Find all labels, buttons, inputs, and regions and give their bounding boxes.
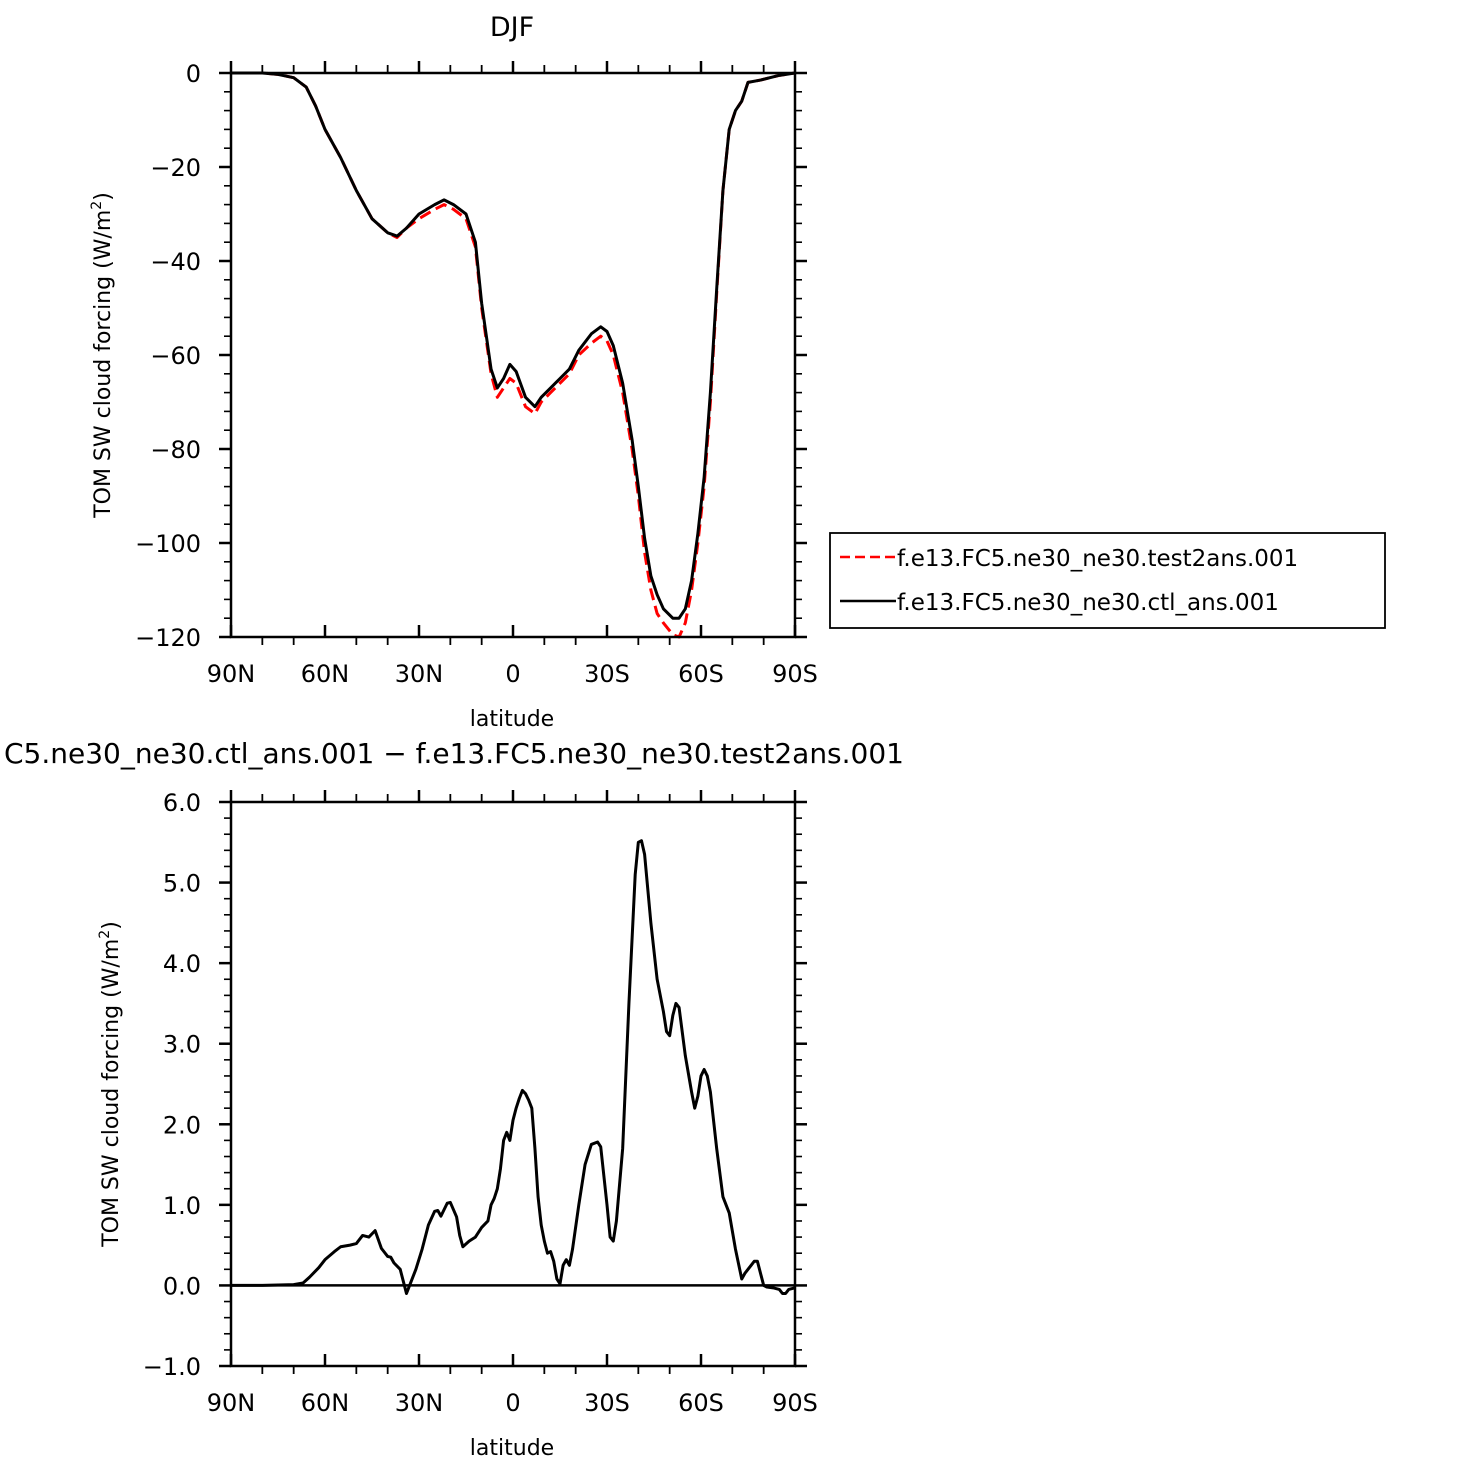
x-tick-label: 60N [301,1389,350,1417]
y-tick-label: 0 [186,60,201,88]
top-panel-x-axis-label: latitude [470,707,554,732]
bottom-panel: C5.ne30_ne30.ctl_ans.001 − f.e13.FC5.ne3… [4,737,904,1461]
top-panel-legend: f.e13.FC5.ne30_ne30.test2ans.001 f.e13.F… [829,532,1386,629]
top-panel-y-axis-label: TOM SW cloud forcing (W/m2) [89,192,116,519]
series-line-ctl [231,71,796,620]
y-tick-label: −100 [135,530,201,558]
y-tick-label: 1.0 [163,1192,201,1220]
y-tick-label: −1.0 [143,1353,201,1381]
x-tick-label: 30N [395,660,444,688]
y-tick-label: −20 [150,154,201,182]
y-tick-label: −60 [150,342,201,370]
x-tick-label: 0 [505,1389,520,1417]
x-tick-label: 30S [584,660,630,688]
top-panel-frame [229,71,797,639]
y-tick-label: −120 [135,624,201,652]
x-tick-label: 30N [395,1389,444,1417]
x-tick-label: 90S [772,660,818,688]
bottom-panel-axes: 90N 60N 30N 0 30S 60S 90S 6.0 5.0 4.0 3.0 2.0 1.0 0.0… [143,789,818,1417]
x-tick-label: 0 [505,660,520,688]
y-tick-label: 4.0 [163,950,201,978]
top-panel: DJF 90N 60N 30N 0 30S 60S 90S 0 −20 −40 −60 −80 −100… [89,12,1386,732]
x-tick-label: 90N [207,1389,256,1417]
bottom-panel-x-axis-label: latitude [470,1436,554,1461]
y-tick-label: −40 [150,248,201,276]
x-tick-label: 30S [584,1389,630,1417]
x-tick-label: 60N [301,660,350,688]
x-tick-label: 90S [772,1389,818,1417]
y-tick-label: −80 [150,436,201,464]
top-panel-data-lines [231,71,796,639]
x-tick-label: 90N [207,660,256,688]
legend-ctl-label: f.e13.FC5.ne30_ne30.ctl_ans.001 [897,590,1279,616]
y-tick-label: 3.0 [163,1031,201,1059]
y-tick-label: 0.0 [163,1272,201,1300]
y-tick-label: 2.0 [163,1111,201,1139]
x-tick-label: 60S [678,1389,724,1417]
bottom-panel-y-axis-label: TOM SW cloud forcing (W/m2) [97,921,124,1248]
bottom-panel-data-lines [231,839,796,1295]
top-panel-axes: 90N 60N 30N 0 30S 60S 90S 0 −20 −40 −60 −80 −100 −120 [135,60,818,688]
bottom-panel-title: C5.ne30_ne30.ctl_ans.001 − f.e13.FC5.ne3… [4,737,904,770]
y-tick-label: 5.0 [163,870,201,898]
y-tick-label: 6.0 [163,789,201,817]
series-line-difference [231,839,796,1295]
series-line-test2ans [231,71,796,639]
legend-box [829,532,1386,629]
legend-test-label: f.e13.FC5.ne30_ne30.test2ans.001 [897,546,1298,572]
top-panel-title: DJF [490,12,534,43]
x-tick-label: 60S [678,660,724,688]
bottom-panel-frame [229,800,797,1368]
